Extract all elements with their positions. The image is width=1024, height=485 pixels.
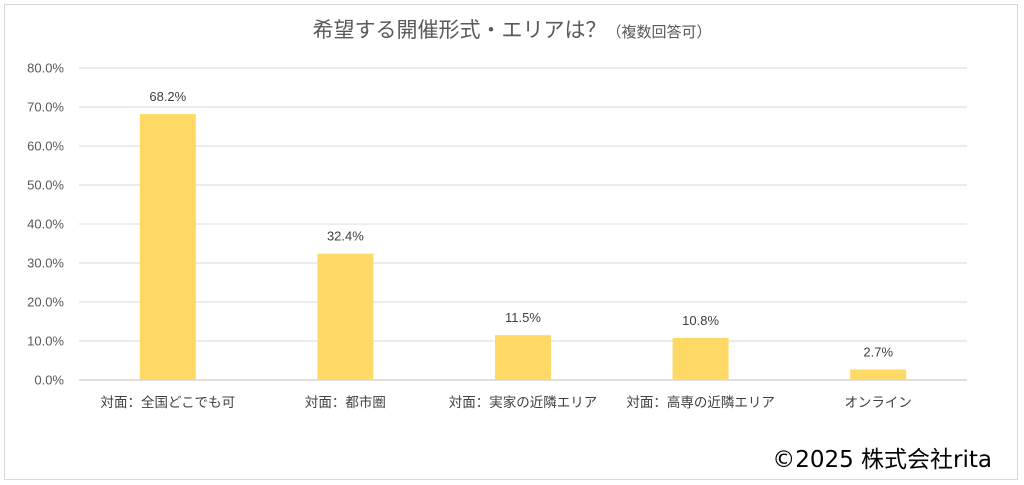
- category-label: 対面：全国どこでも可: [100, 394, 235, 411]
- chart-subtitle: （複数回答可）: [606, 23, 712, 41]
- bar: [850, 369, 907, 380]
- y-tick-label: 20.0%: [27, 295, 64, 310]
- category-label: 対面：実家の近隣エリア: [449, 394, 598, 411]
- data-label: 32.4%: [327, 229, 364, 244]
- data-label: 68.2%: [149, 89, 186, 104]
- y-tick-label: 40.0%: [27, 217, 64, 232]
- data-label: 10.8%: [682, 313, 719, 328]
- category-label: 対面：高専の近隣エリア: [626, 394, 775, 411]
- data-label: 11.5%: [505, 310, 541, 325]
- copyright-credit: ©2025 株式会社rita: [772, 447, 992, 473]
- bar: [139, 114, 196, 381]
- y-tick-label: 10.0%: [27, 334, 64, 349]
- chart-title: 希望する開催形式・エリアは？: [312, 18, 607, 42]
- category-label: 対面：都市圏: [305, 394, 386, 411]
- bar: [672, 337, 729, 380]
- y-tick-label: 0.0%: [34, 373, 64, 388]
- y-tick-label: 50.0%: [27, 178, 64, 193]
- category-label: オンライン: [844, 395, 912, 411]
- y-tick-label: 60.0%: [27, 139, 64, 154]
- y-tick-label: 80.0%: [27, 61, 64, 76]
- y-tick-label: 70.0%: [27, 100, 64, 115]
- bar: [495, 335, 551, 380]
- data-label: 2.7%: [863, 344, 893, 359]
- chart-title-block: 希望する開催形式・エリアは？（複数回答可）: [0, 14, 1024, 44]
- bar: [317, 253, 374, 380]
- y-tick-label: 30.0%: [27, 256, 64, 271]
